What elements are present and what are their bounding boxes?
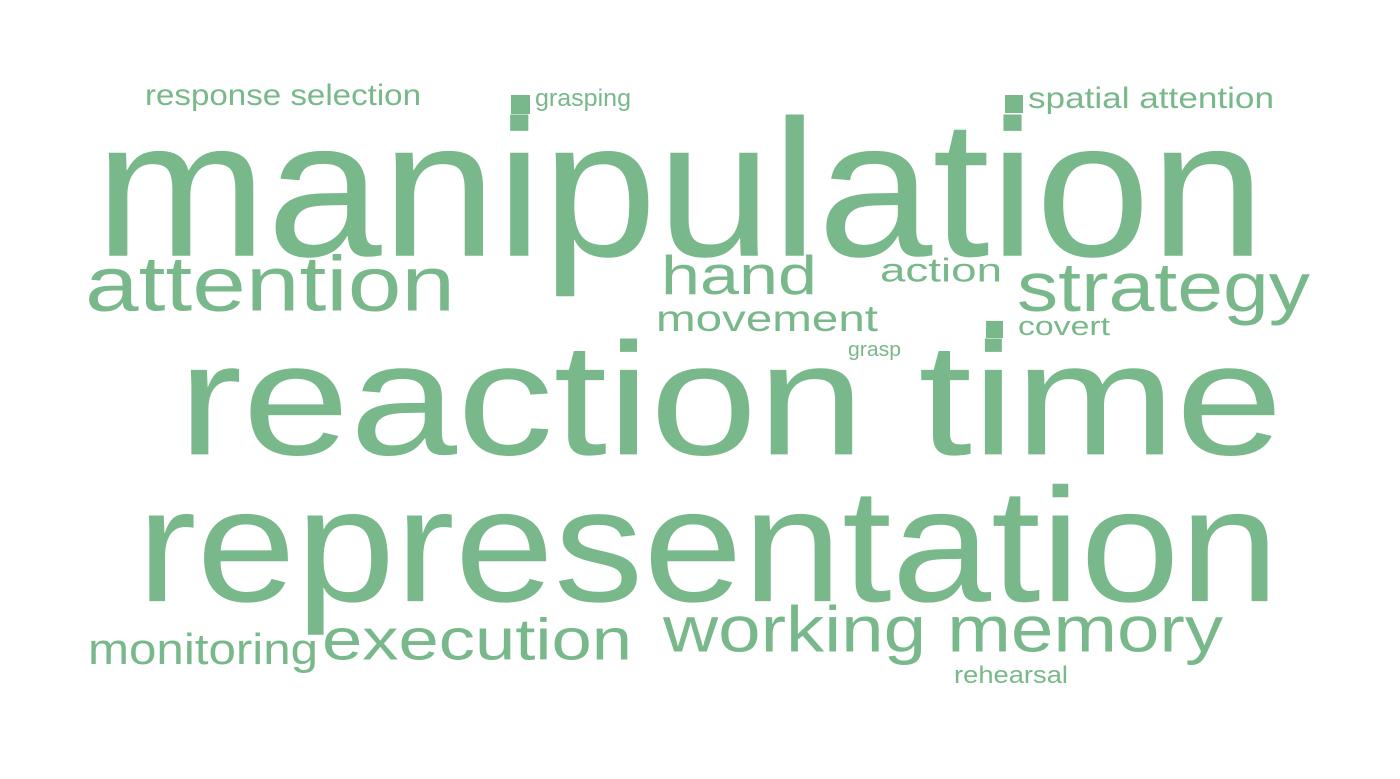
word-attention: attention xyxy=(85,240,455,328)
word-action: action xyxy=(880,252,1002,289)
word-rehearsal: rehearsal xyxy=(954,661,1068,689)
word-grasp: grasp xyxy=(848,337,901,361)
word-grasping: grasping xyxy=(535,84,631,112)
word-covert: covert xyxy=(1018,311,1110,341)
word-representation: representation xyxy=(137,455,1279,637)
word-strategy: strategy xyxy=(1017,247,1310,327)
square-marker xyxy=(511,95,530,114)
word-response-selection: response selection xyxy=(145,78,421,112)
word-working-memory: working memory xyxy=(663,593,1223,666)
word-spatial-attention: spatial attention xyxy=(1028,81,1274,115)
word-monitoring: monitoring xyxy=(88,624,318,674)
word-execution: execution xyxy=(322,607,632,673)
word-manipulation: manipulation xyxy=(95,80,1265,299)
word-movement: movement xyxy=(656,297,878,340)
square-marker xyxy=(1005,95,1023,113)
word-hand: hand xyxy=(661,244,817,307)
square-marker xyxy=(986,321,1003,338)
word-reaction-time: reaction time xyxy=(178,310,1283,490)
